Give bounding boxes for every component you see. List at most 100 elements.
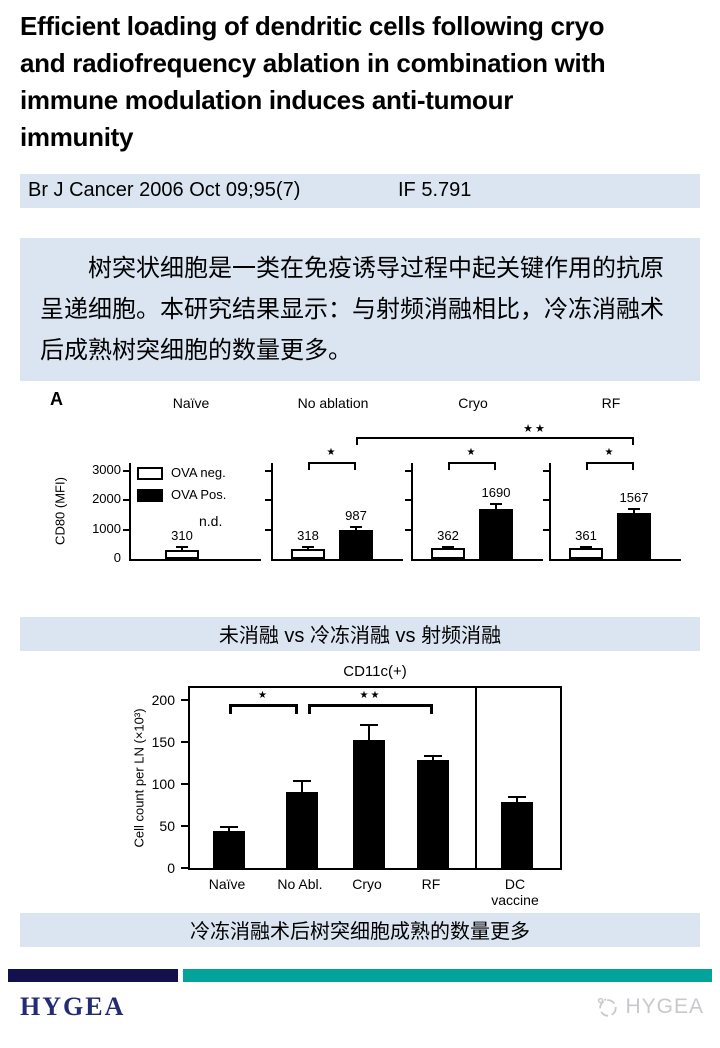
figure-cd11c-bar-chart: CD11c(+) 0 50 100 150 200 ★ ★★ Cell count per LN… bbox=[125, 661, 595, 911]
bar-ova-neg bbox=[291, 549, 325, 559]
sig-star: ★ bbox=[604, 446, 616, 458]
panel-title: Naïve bbox=[172, 394, 210, 411]
x-axis bbox=[549, 558, 681, 561]
y-tick bbox=[123, 528, 129, 531]
y-tick bbox=[181, 866, 188, 869]
error-bar bbox=[633, 508, 635, 514]
footer-stripe-gap bbox=[178, 968, 183, 982]
y-axis bbox=[411, 462, 413, 561]
bar-panel: 310 n.d. OVA neg. OVA Pos. bbox=[123, 462, 261, 561]
panel-title: Cryo bbox=[458, 394, 488, 411]
x-tick-label: Cryo bbox=[352, 875, 382, 892]
bar-ova-neg bbox=[165, 549, 199, 559]
y-axis bbox=[549, 462, 551, 561]
error-bar-cap bbox=[293, 780, 311, 783]
y-axis-label: Cell count per LN (×10³) bbox=[131, 708, 147, 848]
error-bar bbox=[495, 503, 497, 510]
bar-value-label: 1690 bbox=[481, 485, 511, 501]
error-bar-cap bbox=[628, 508, 640, 511]
cross-panel-sig-star: ★★ bbox=[523, 422, 547, 435]
x-axis bbox=[271, 558, 403, 561]
y-tick-label: 200 bbox=[151, 691, 175, 708]
figure1-caption: 未消融 vs 冷冻消融 vs 射频消融 bbox=[20, 616, 700, 651]
bar-panel: 318 987 ★ bbox=[265, 447, 403, 561]
y-tick-label: 1000 bbox=[92, 520, 121, 536]
panel-title: No ablation bbox=[297, 394, 369, 411]
hygea-logo-right: HYGEA bbox=[596, 995, 704, 1019]
y-tick bbox=[265, 499, 271, 502]
sig-bracket bbox=[229, 703, 298, 714]
sig-star: ★ bbox=[466, 446, 478, 458]
error-bar-cap bbox=[490, 503, 502, 506]
y-tick bbox=[543, 499, 549, 502]
bar-value-label: 362 bbox=[437, 527, 459, 543]
bar-ova-pos bbox=[617, 513, 651, 559]
y-tick-label: 3000 bbox=[92, 462, 121, 478]
sig-star: ★ bbox=[258, 689, 269, 701]
sig-bracket bbox=[308, 461, 356, 470]
x-axis bbox=[411, 558, 543, 561]
error-bar-cap bbox=[350, 525, 362, 528]
bar bbox=[213, 830, 245, 868]
figure-cd80-bar-chart: A CD80 (MFI) 0 1000 2000 3000 Naïve 310 n.d. OVA … bbox=[20, 387, 700, 565]
y-tick bbox=[265, 528, 271, 531]
x-tick-label: Naïve bbox=[208, 875, 246, 892]
bar-value-label: 987 bbox=[345, 507, 367, 523]
sig-star: ★★ bbox=[359, 689, 382, 701]
sig-bracket bbox=[586, 461, 634, 470]
error-bar bbox=[516, 796, 518, 803]
y-tick bbox=[405, 528, 411, 531]
legend-swatch-ova-neg bbox=[137, 466, 163, 480]
bar-ova-pos bbox=[479, 509, 513, 559]
error-bar-cap bbox=[508, 796, 526, 799]
bar-value-label: 361 bbox=[575, 527, 597, 543]
y-tick bbox=[265, 470, 271, 473]
y-axis bbox=[271, 462, 273, 561]
error-bar bbox=[355, 525, 357, 530]
error-bar-cap bbox=[360, 724, 378, 726]
sig-star: ★ bbox=[326, 446, 338, 458]
bar bbox=[501, 802, 533, 868]
x-axis bbox=[129, 558, 261, 561]
chart-title: CD11c(+) bbox=[343, 662, 407, 680]
panel-title: RF bbox=[601, 394, 621, 411]
panel-divider bbox=[475, 687, 477, 868]
y-tick bbox=[405, 499, 411, 502]
error-bar-cap bbox=[220, 825, 238, 828]
sig-bracket bbox=[448, 461, 496, 470]
legend-label: OVA Pos. bbox=[171, 486, 227, 502]
error-bar-cap bbox=[424, 755, 442, 758]
hygea-wordmark-left: HYGEA bbox=[20, 991, 126, 1021]
y-tick bbox=[405, 470, 411, 473]
citation-journal: Br J Cancer 2006 Oct 09;95(7) bbox=[28, 179, 301, 202]
y-tick bbox=[123, 470, 129, 473]
y-tick-label: 0 bbox=[167, 859, 175, 876]
bar bbox=[353, 739, 385, 868]
footer-stripe-navy bbox=[8, 968, 178, 982]
bar-ova-neg bbox=[569, 548, 603, 559]
y-tick bbox=[181, 740, 188, 743]
nd-note: n.d. bbox=[199, 512, 223, 529]
error-bar bbox=[228, 825, 230, 831]
bar-value-label: 1567 bbox=[619, 490, 649, 506]
y-axis bbox=[129, 462, 131, 561]
error-bar-cap bbox=[302, 545, 314, 548]
y-tick bbox=[543, 470, 549, 473]
y-tick-label: 50 bbox=[159, 817, 175, 834]
x-tick-label: No Abl. bbox=[277, 875, 323, 892]
error-bar-cap bbox=[176, 546, 188, 549]
y-tick bbox=[181, 698, 188, 701]
error-bar-cap bbox=[442, 545, 454, 548]
sig-bracket bbox=[308, 703, 433, 714]
bar-ova-pos bbox=[339, 529, 373, 559]
error-bar bbox=[432, 755, 434, 761]
y-tick bbox=[543, 528, 549, 531]
abstract-block: 树突状细胞是一类在免疫诱导过程中起关键作用的抗原呈递细胞。本研究结果显示：与射频… bbox=[20, 237, 700, 381]
cross-panel-sig-bracket bbox=[356, 436, 634, 445]
citation-impact-factor: IF 5.791 bbox=[398, 179, 472, 202]
x-tick-label: DC vaccine bbox=[491, 875, 539, 908]
bar-value-label: 318 bbox=[297, 527, 319, 543]
legend-label: OVA neg. bbox=[171, 464, 226, 480]
footer: HYGEA HYGEA bbox=[20, 992, 704, 1022]
plot-box: 0 50 100 150 200 ★ ★★ bbox=[152, 685, 562, 876]
